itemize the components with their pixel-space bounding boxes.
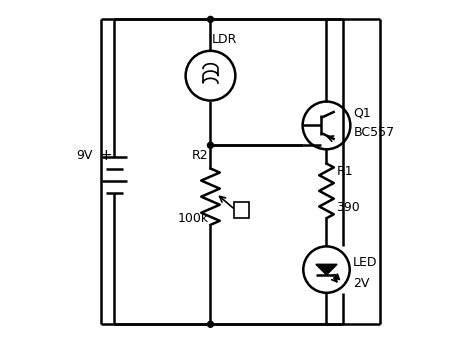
Text: 390: 390 xyxy=(337,201,360,214)
Text: LED: LED xyxy=(353,256,377,269)
Text: R2: R2 xyxy=(192,149,209,162)
Text: R1: R1 xyxy=(337,164,353,178)
Text: 2V: 2V xyxy=(353,277,369,290)
Text: Q1: Q1 xyxy=(354,107,372,120)
Circle shape xyxy=(208,321,213,327)
Text: BC557: BC557 xyxy=(354,126,395,139)
Polygon shape xyxy=(316,264,337,275)
Text: +: + xyxy=(100,148,112,163)
Text: 9V: 9V xyxy=(76,149,93,162)
Circle shape xyxy=(208,17,213,22)
Text: 100k: 100k xyxy=(177,212,209,225)
Circle shape xyxy=(208,142,213,148)
Bar xyxy=(234,202,248,218)
Text: LDR: LDR xyxy=(212,33,237,46)
